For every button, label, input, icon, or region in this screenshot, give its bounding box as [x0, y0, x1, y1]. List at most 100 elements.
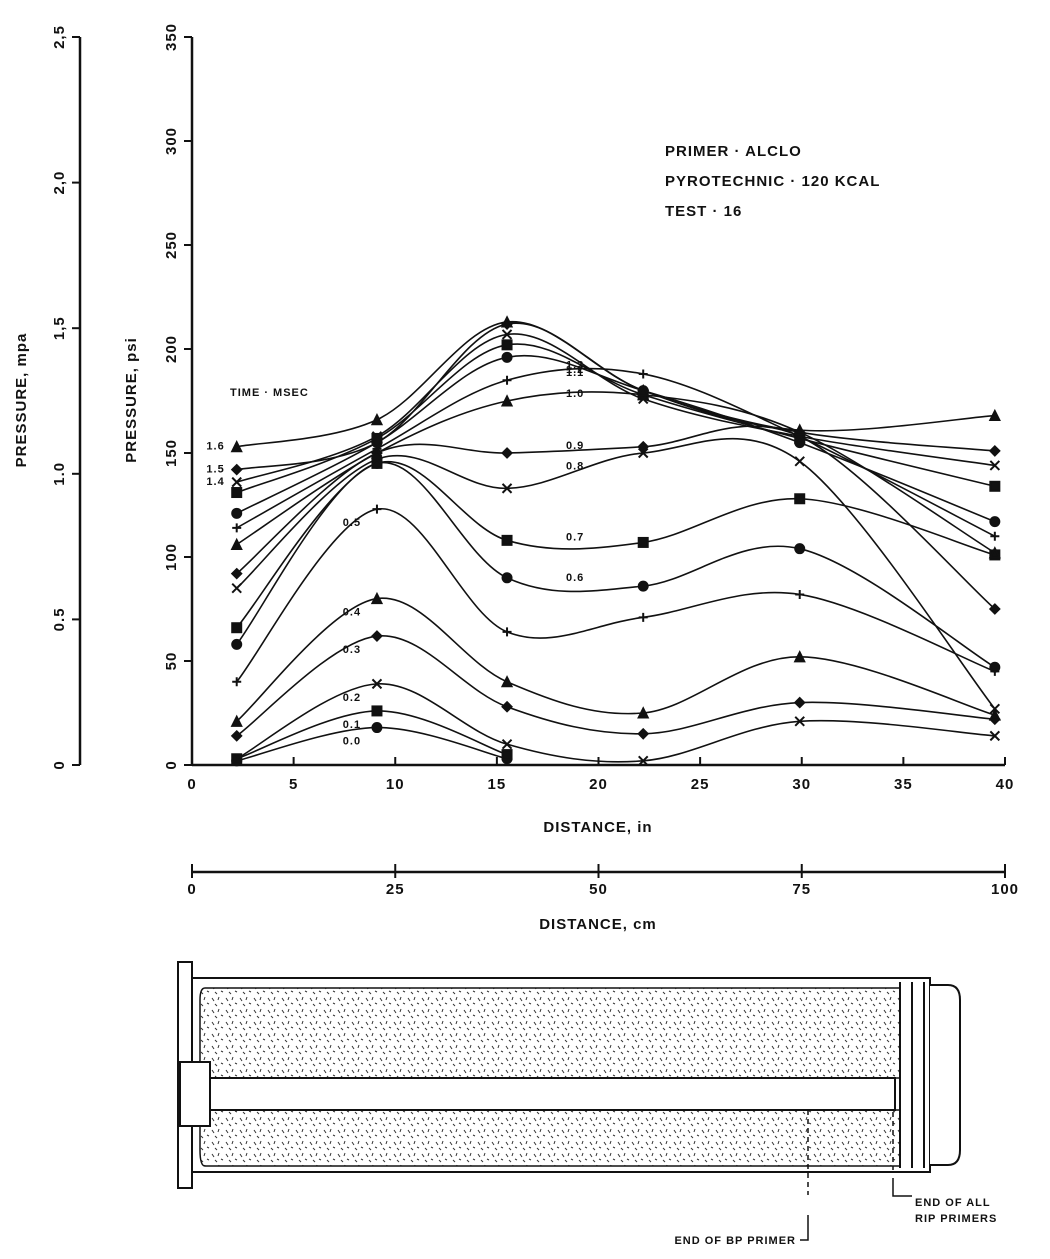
x-tick-label: 0	[187, 776, 196, 793]
marker	[637, 580, 649, 592]
x-axis-label: DISTANCE, in	[543, 819, 652, 836]
marker	[371, 630, 383, 642]
marker	[232, 523, 242, 533]
marker	[794, 456, 805, 467]
series-line	[236, 333, 995, 483]
marker	[988, 546, 1001, 559]
marker	[990, 531, 1000, 541]
marker	[230, 714, 243, 727]
marker	[638, 755, 649, 767]
y2-tick-label: 1.0	[51, 462, 68, 486]
x-tick-label: 30	[792, 776, 811, 793]
charge-bottom	[199, 1109, 901, 1167]
y2-tick-label: 0	[51, 760, 68, 769]
marker	[232, 677, 242, 687]
marker	[988, 708, 1001, 721]
marker	[794, 493, 806, 505]
marker	[501, 447, 513, 459]
marker	[371, 678, 383, 690]
primer-tube	[209, 1077, 896, 1111]
x-tick-label: 5	[289, 776, 298, 793]
marker	[500, 394, 514, 407]
marker	[370, 412, 384, 426]
marker	[231, 582, 242, 594]
marker	[638, 612, 648, 622]
y2-tick-label: 2,0	[51, 171, 68, 195]
series-label: 0.3	[343, 644, 361, 656]
marker	[501, 700, 513, 713]
series-label: 1.2	[566, 364, 584, 376]
marker	[230, 729, 243, 742]
annotation: TEST · 16	[665, 203, 742, 220]
marker	[500, 315, 514, 328]
legend-title: TIME · MSEC	[230, 387, 309, 399]
x2-axis-label: DISTANCE, cm	[539, 916, 657, 933]
x-tick-label: 10	[386, 776, 405, 793]
x-tick-label: 40	[996, 776, 1015, 793]
y-tick-label: 100	[163, 543, 180, 571]
y2-axis-label: PRESSURE, mpa	[13, 333, 30, 468]
marker	[989, 703, 1001, 715]
marker	[989, 661, 1001, 673]
marker	[638, 369, 648, 379]
series-label: 0.5	[343, 517, 361, 529]
leader	[892, 1178, 912, 1197]
y-tick-label: 200	[163, 335, 180, 363]
y2-tick-label: 2,5	[51, 25, 68, 49]
series-line	[236, 354, 996, 523]
x2-tick-label: 75	[792, 881, 811, 898]
marker	[988, 408, 1001, 422]
marker	[501, 738, 513, 750]
x-tick-label: 20	[589, 776, 608, 793]
x-tick-label: 25	[691, 776, 710, 793]
marker	[501, 351, 513, 363]
annotation: PYROTECHNIC · 120 KCAL	[665, 173, 880, 190]
marker	[989, 460, 1001, 471]
cylinder-diagram	[177, 961, 961, 1241]
marker	[502, 375, 512, 385]
marker	[501, 572, 513, 584]
marker	[637, 536, 649, 548]
marker	[370, 591, 384, 605]
series-line	[236, 683, 995, 763]
annotation: PRIMER · ALCLO	[665, 143, 802, 160]
marker	[795, 589, 805, 599]
series-line	[236, 508, 996, 683]
leader	[800, 1215, 809, 1241]
marker	[501, 329, 513, 340]
marker	[231, 753, 242, 764]
marker	[794, 716, 805, 727]
series-label: 0.9	[566, 440, 584, 452]
marker	[230, 567, 243, 580]
marker	[989, 516, 1001, 528]
diagram-label: RIP PRIMERS	[915, 1213, 997, 1225]
series-label: 1.1	[566, 367, 584, 379]
marker	[501, 749, 513, 761]
marker	[231, 487, 243, 499]
marker	[794, 543, 806, 555]
series-label: 0.2	[343, 692, 361, 704]
series-label: 1.0	[566, 388, 584, 400]
marker	[989, 730, 1001, 742]
marker	[230, 463, 243, 476]
series-label: 1.5	[206, 464, 224, 476]
series-label: 0.1	[343, 719, 361, 731]
marker	[501, 483, 513, 494]
y-tick-label: 300	[163, 127, 180, 155]
marker	[501, 534, 513, 546]
series-label: 1.6	[206, 441, 224, 453]
x-tick-label: 35	[894, 776, 913, 793]
marker	[989, 480, 1001, 492]
marker	[637, 440, 650, 453]
marker	[231, 622, 243, 634]
marker	[231, 638, 243, 650]
series-line	[236, 461, 996, 668]
marker	[371, 436, 383, 449]
series-label: 0.4	[343, 607, 361, 619]
marker	[793, 423, 806, 436]
y-tick-label: 0	[163, 760, 180, 769]
x2-tick-label: 100	[991, 881, 1019, 898]
marker	[371, 722, 383, 734]
marker	[793, 696, 806, 709]
